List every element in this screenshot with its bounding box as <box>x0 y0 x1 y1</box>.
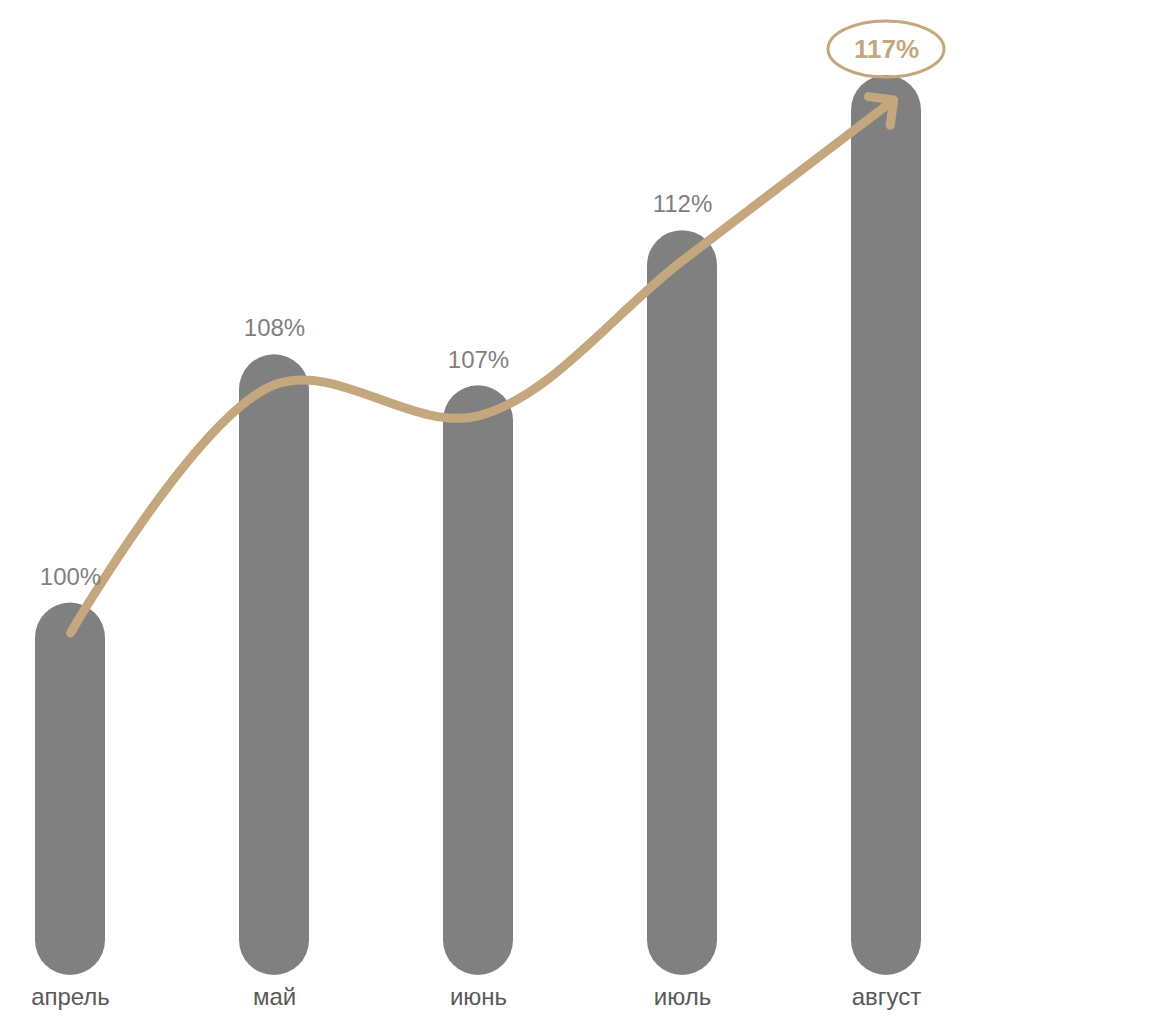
svg-text:апрель: апрель <box>31 983 110 1010</box>
svg-text:июнь: июнь <box>450 983 507 1010</box>
svg-text:август: август <box>852 983 922 1010</box>
svg-text:117%: 117% <box>854 34 919 64</box>
svg-text:июль: июль <box>654 983 711 1010</box>
svg-text:май: май <box>253 983 296 1010</box>
svg-text:107%: 107% <box>448 346 509 373</box>
svg-text:108%: 108% <box>244 314 305 341</box>
svg-text:112%: 112% <box>653 190 713 217</box>
svg-text:100%: 100% <box>40 563 101 590</box>
